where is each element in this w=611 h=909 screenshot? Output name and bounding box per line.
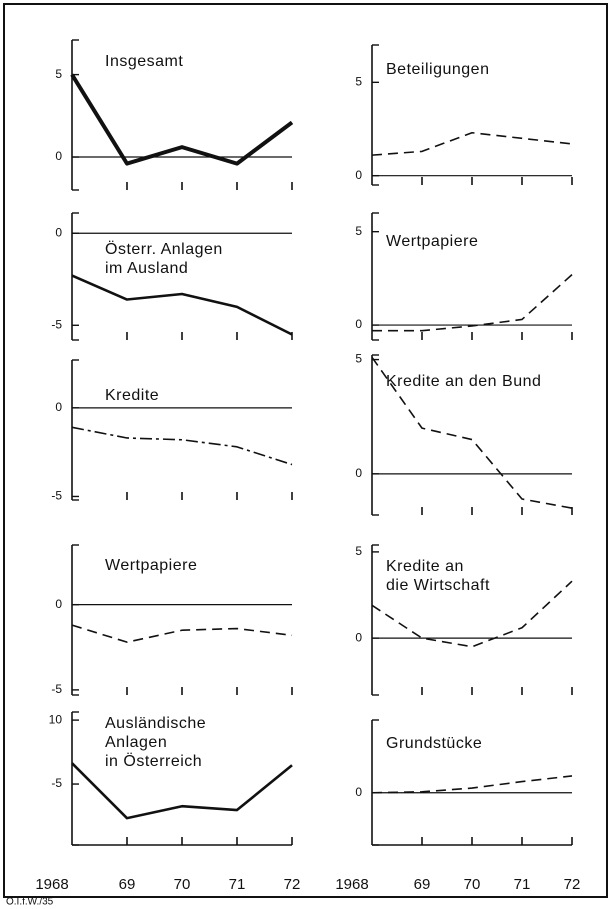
y-tick-label: 0 — [55, 225, 62, 239]
data-line — [371, 775, 573, 794]
panel-title: Insgesamt — [105, 53, 183, 70]
y-tick-label: -5 — [51, 317, 62, 331]
data-line — [71, 426, 293, 466]
x-tick-label: 69 — [414, 876, 431, 893]
x-tick-label: 1968 — [335, 876, 368, 893]
x-tick-label: 72 — [284, 876, 301, 893]
y-tick-label: 0 — [355, 168, 362, 182]
x-tick-label: 69 — [119, 876, 136, 893]
panel-title: Kredite — [105, 387, 159, 404]
panel-title: Österr. Anlagen — [105, 240, 223, 258]
x-tick-label: 70 — [464, 876, 481, 893]
data-line — [371, 131, 573, 156]
y-tick-label: 0 — [355, 317, 362, 331]
panel-title: Anlagen — [105, 734, 167, 751]
data-line — [71, 624, 293, 643]
y-tick-label: 5 — [55, 67, 62, 81]
x-tick-label: 70 — [174, 876, 191, 893]
y-tick-label: 10 — [49, 712, 63, 726]
x-tick-label: 71 — [514, 876, 531, 893]
panel-title: Ausländische — [105, 715, 206, 732]
data-line — [371, 356, 573, 509]
panel-title: Kredite an — [386, 558, 464, 575]
x-tick-label: 72 — [564, 876, 581, 893]
y-tick-label: -5 — [51, 776, 62, 790]
panel-title: Beteiligungen — [386, 61, 489, 78]
data-line — [372, 274, 573, 332]
panel-title: Grundstücke — [386, 735, 482, 752]
panel-title: in Österreich — [105, 752, 202, 770]
panel-title: im Ausland — [105, 260, 188, 277]
y-tick-label: 5 — [355, 544, 362, 558]
panel-title: die Wirtschaft — [386, 577, 490, 594]
y-tick-label: 0 — [355, 630, 362, 644]
panel-title: Kredite an den Bund — [386, 373, 541, 390]
y-tick-label: 5 — [355, 352, 362, 366]
y-tick-label: 0 — [355, 785, 362, 799]
data-line — [70, 73, 294, 166]
y-tick-label: -5 — [51, 489, 62, 503]
frame — [3, 3, 608, 898]
panel-title: Wertpapiere — [386, 233, 478, 250]
y-tick-label: 0 — [55, 597, 62, 611]
panel-title: Wertpapiere — [105, 557, 197, 574]
data-line — [71, 762, 293, 820]
y-tick-label: 0 — [55, 149, 62, 163]
y-tick-label: 5 — [355, 224, 362, 238]
y-tick-label: 0 — [355, 466, 362, 480]
y-tick-label: -5 — [51, 682, 62, 696]
x-tick-label: 1968 — [35, 876, 68, 893]
x-tick-label: 71 — [229, 876, 246, 893]
data-line — [371, 580, 573, 648]
data-line — [71, 274, 293, 336]
footer: Ö.I.f.W./35 — [6, 896, 54, 908]
y-tick-label: 5 — [355, 75, 362, 89]
y-tick-label: 0 — [55, 400, 62, 414]
